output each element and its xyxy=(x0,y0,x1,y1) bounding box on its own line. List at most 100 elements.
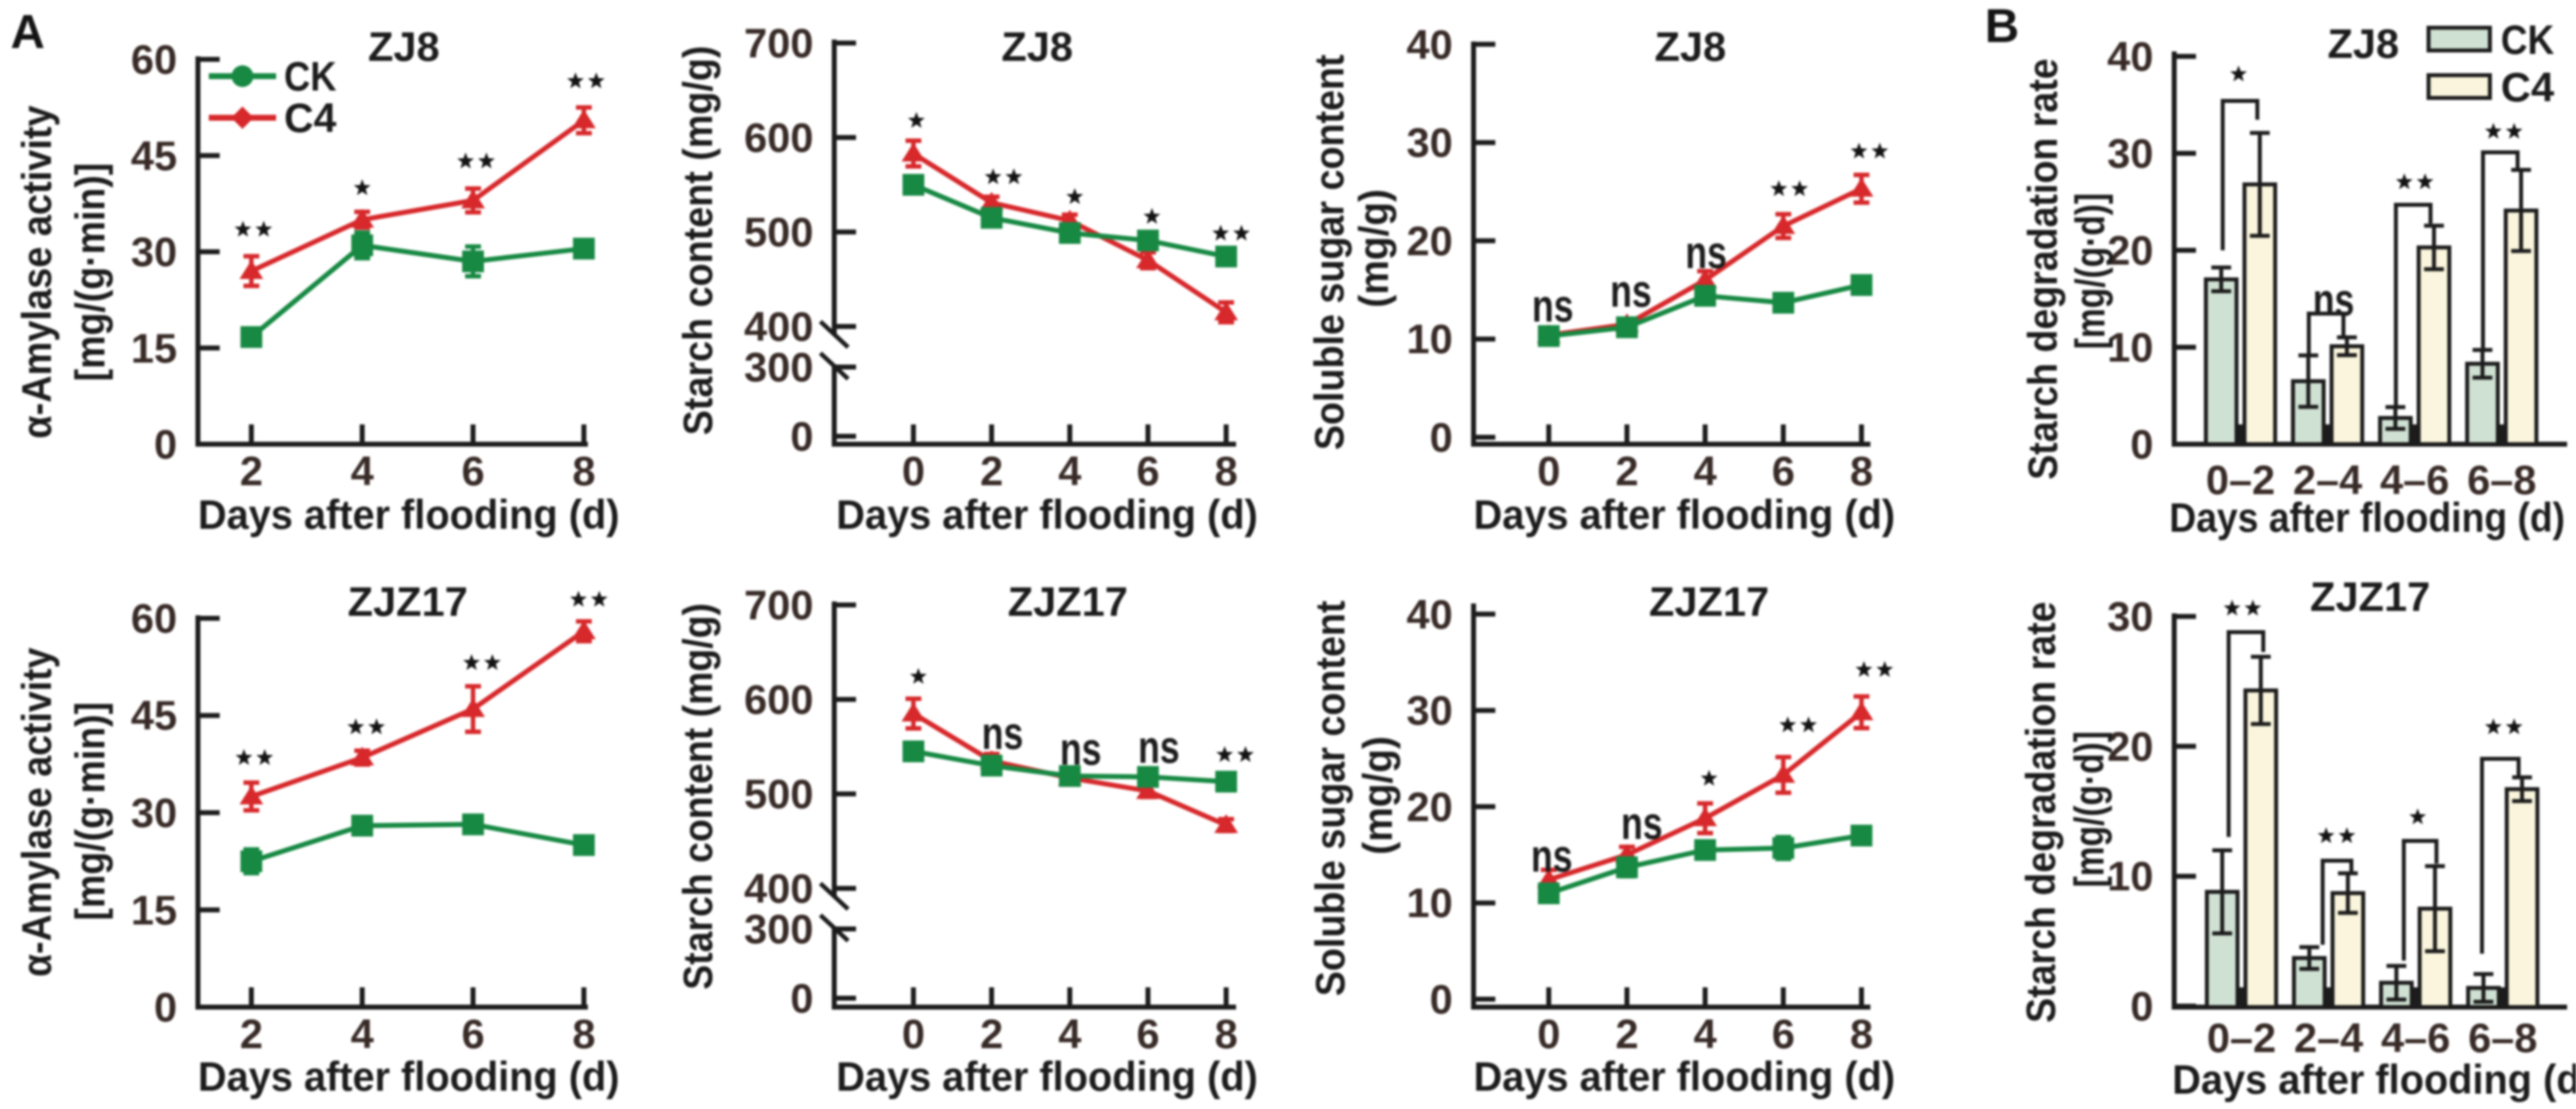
svg-text:30: 30 xyxy=(2107,131,2153,177)
svg-text:8: 8 xyxy=(1850,448,1872,495)
svg-text:6: 6 xyxy=(1771,448,1794,495)
svg-text:A: A xyxy=(11,7,46,59)
svg-text:0–2: 0–2 xyxy=(2207,1015,2276,1062)
svg-text:Soluble sugar content: Soluble sugar content xyxy=(1307,601,1354,996)
svg-text:8: 8 xyxy=(1214,448,1237,495)
svg-text:2: 2 xyxy=(980,448,1002,495)
svg-text:400: 400 xyxy=(744,304,813,350)
svg-text:Starch degradation rate: Starch degradation rate xyxy=(2020,58,2066,480)
svg-text:6–8: 6–8 xyxy=(2467,457,2536,504)
svg-text:20: 20 xyxy=(2107,228,2153,274)
svg-text:ns: ns xyxy=(1531,830,1573,881)
svg-text:6: 6 xyxy=(461,448,484,495)
svg-text:2: 2 xyxy=(980,1011,1002,1058)
svg-text:20: 20 xyxy=(1406,784,1453,830)
svg-text:4: 4 xyxy=(1058,448,1082,495)
svg-text:Days after flooding (d): Days after flooding (d) xyxy=(2169,495,2565,541)
svg-text:4: 4 xyxy=(350,1011,374,1058)
svg-text:40: 40 xyxy=(1406,591,1453,637)
svg-text:0–2: 0–2 xyxy=(2206,457,2275,504)
svg-text:6: 6 xyxy=(1136,1011,1159,1058)
svg-text:30: 30 xyxy=(2107,594,2153,640)
svg-text:0: 0 xyxy=(902,448,924,495)
svg-text:ns: ns xyxy=(2313,274,2354,325)
svg-text:0: 0 xyxy=(791,975,813,1022)
svg-text:Starch content (mg/g): Starch content (mg/g) xyxy=(675,46,721,435)
svg-text:30: 30 xyxy=(1406,120,1453,166)
svg-text:ns: ns xyxy=(1610,265,1652,317)
svg-text:6–8: 6–8 xyxy=(2468,1015,2537,1062)
svg-text:C4: C4 xyxy=(284,95,337,141)
svg-text:α-Amylase activity: α-Amylase activity xyxy=(14,647,60,977)
svg-text:ns: ns xyxy=(982,707,1023,759)
svg-text:2: 2 xyxy=(239,1011,262,1058)
svg-text:ns: ns xyxy=(1685,227,1727,278)
svg-text:300: 300 xyxy=(744,344,813,391)
svg-text:Days after flooding (d): Days after flooding (d) xyxy=(198,492,620,538)
svg-text:ZJ8: ZJ8 xyxy=(1655,24,1726,70)
svg-text:0: 0 xyxy=(1430,415,1453,461)
svg-text:Days after flooding (d): Days after flooding (d) xyxy=(2172,1057,2576,1103)
svg-text:ZJ8: ZJ8 xyxy=(1002,24,1073,70)
svg-text:2: 2 xyxy=(1615,1011,1638,1058)
svg-text:0: 0 xyxy=(2131,421,2153,468)
svg-text:4: 4 xyxy=(1693,1011,1717,1058)
svg-text:0: 0 xyxy=(154,984,177,1031)
svg-text:[mg/(g·min)]: [mg/(g·min)] xyxy=(67,163,114,382)
svg-text:6: 6 xyxy=(1136,448,1159,495)
svg-text:300: 300 xyxy=(744,906,813,953)
svg-text:ns: ns xyxy=(1532,280,1574,331)
svg-text:0: 0 xyxy=(791,414,813,460)
svg-text:30: 30 xyxy=(131,789,177,836)
svg-text:ns: ns xyxy=(1621,797,1663,849)
svg-text:0: 0 xyxy=(902,1011,924,1058)
svg-text:30: 30 xyxy=(131,229,177,275)
svg-text:20: 20 xyxy=(2107,723,2153,770)
svg-text:500: 500 xyxy=(744,771,813,817)
svg-text:0: 0 xyxy=(1430,976,1453,1023)
svg-text:700: 700 xyxy=(744,20,813,66)
svg-text:CK: CK xyxy=(284,53,336,100)
svg-text:Starch degradation rate: Starch degradation rate xyxy=(2018,601,2064,1023)
svg-text:Starch content (mg/g): Starch content (mg/g) xyxy=(675,603,721,990)
svg-text:Days after flooding (d): Days after flooding (d) xyxy=(836,492,1258,538)
svg-text:700: 700 xyxy=(744,582,813,628)
svg-text:600: 600 xyxy=(744,115,813,161)
svg-text:0: 0 xyxy=(1537,448,1560,495)
svg-text:2: 2 xyxy=(239,448,262,495)
svg-text:[mg/(g·d)]: [mg/(g·d)] xyxy=(2067,193,2114,349)
svg-text:(mg/g): (mg/g) xyxy=(1351,189,1397,308)
svg-text:45: 45 xyxy=(131,133,177,179)
svg-text:4: 4 xyxy=(1693,448,1717,495)
svg-text:2–4: 2–4 xyxy=(2293,457,2363,504)
svg-text:4: 4 xyxy=(350,448,374,495)
svg-text:0: 0 xyxy=(1537,1011,1560,1058)
svg-text:45: 45 xyxy=(131,693,177,739)
svg-text:8: 8 xyxy=(572,1011,595,1058)
svg-text:ZJ8: ZJ8 xyxy=(368,24,439,70)
svg-text:8: 8 xyxy=(572,448,595,495)
svg-text:10: 10 xyxy=(1406,316,1453,362)
svg-text:α-Amylase activity: α-Amylase activity xyxy=(14,105,60,439)
svg-text:4–6: 4–6 xyxy=(2380,457,2449,504)
svg-text:ns: ns xyxy=(1060,723,1101,775)
svg-text:15: 15 xyxy=(131,886,177,933)
svg-text:Days after flooding (d): Days after flooding (d) xyxy=(1474,1054,1895,1100)
svg-text:15: 15 xyxy=(131,324,177,371)
svg-text:20: 20 xyxy=(1406,218,1453,264)
svg-text:500: 500 xyxy=(744,209,813,255)
svg-text:ZJ8: ZJ8 xyxy=(2328,21,2399,67)
svg-text:[mg/(g·d)]: [mg/(g·d)] xyxy=(2066,731,2113,887)
svg-text:8: 8 xyxy=(1850,1011,1872,1058)
svg-text:Days after flooding (d): Days after flooding (d) xyxy=(836,1054,1258,1100)
svg-text:400: 400 xyxy=(744,866,813,912)
svg-text:Soluble sugar content: Soluble sugar content xyxy=(1306,54,1353,450)
svg-text:ZJZ17: ZJZ17 xyxy=(1007,579,1127,625)
svg-text:600: 600 xyxy=(744,677,813,723)
svg-text:10: 10 xyxy=(2107,324,2153,371)
svg-text:0: 0 xyxy=(2131,983,2153,1030)
svg-text:0: 0 xyxy=(154,421,177,468)
svg-text:[mg/(g·min)]: [mg/(g·min)] xyxy=(67,702,114,921)
svg-text:40: 40 xyxy=(1406,21,1453,67)
svg-text:2–4: 2–4 xyxy=(2294,1015,2364,1062)
